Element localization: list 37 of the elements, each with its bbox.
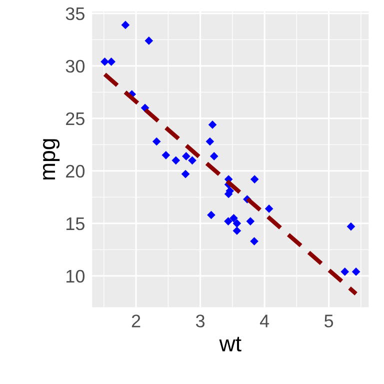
- point: [181, 170, 190, 178]
- point: [208, 120, 217, 129]
- y-tick-label: 10: [66, 270, 85, 283]
- point: [207, 210, 216, 220]
- point: [100, 58, 109, 66]
- y-tick-label: 35: [66, 7, 84, 20]
- point: [162, 150, 170, 160]
- point: [250, 175, 259, 184]
- point: [182, 152, 190, 160]
- point: [144, 36, 154, 45]
- point: [107, 58, 116, 66]
- point: [210, 152, 218, 160]
- x-tick-label: 2: [132, 314, 140, 328]
- point: [340, 268, 350, 276]
- point: [250, 237, 258, 246]
- x-tick-label: 3: [196, 314, 205, 328]
- point: [206, 137, 214, 146]
- y-tick-label: 20: [66, 164, 85, 178]
- point: [246, 217, 255, 226]
- y-tick-label: 30: [66, 60, 85, 73]
- x-tick-label: 5: [324, 314, 334, 328]
- point: [230, 214, 238, 222]
- point: [121, 20, 130, 30]
- x-tick-label: 4: [260, 314, 270, 328]
- x-axis-title: wt: [219, 336, 242, 352]
- point: [346, 222, 356, 231]
- y-axis-title: mpg: [43, 139, 60, 180]
- point: [232, 226, 242, 235]
- y-tick-label: 25: [66, 112, 84, 126]
- point: [232, 219, 242, 228]
- point: [188, 156, 196, 165]
- point: [224, 217, 232, 226]
- point: [172, 156, 180, 165]
- y-tick-label: 15: [66, 218, 84, 230]
- point: [264, 204, 274, 213]
- point: [352, 268, 360, 276]
- point: [152, 137, 161, 146]
